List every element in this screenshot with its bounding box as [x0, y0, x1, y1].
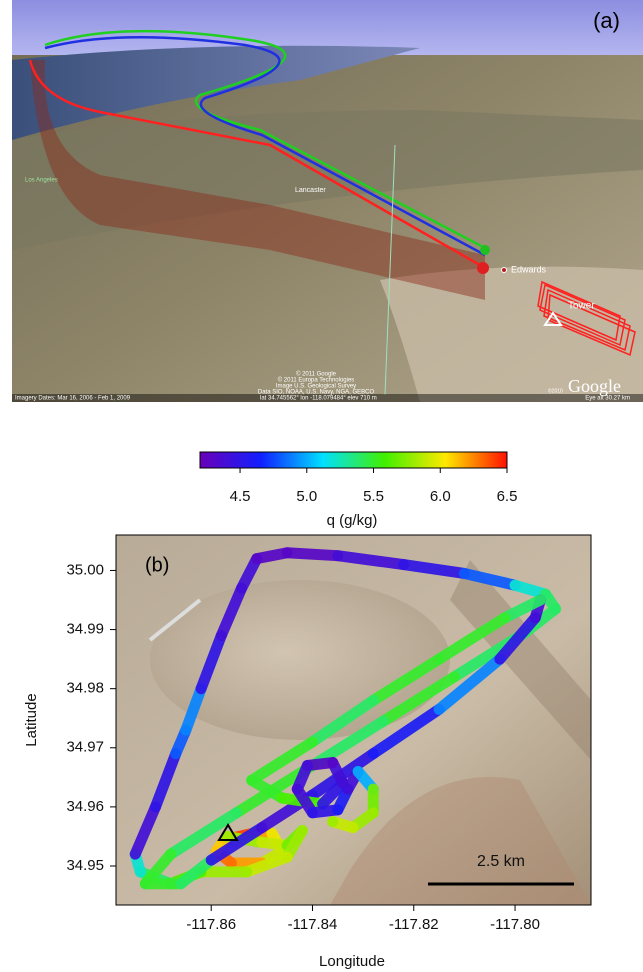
colorbar: [200, 452, 507, 468]
colorbar-tick-label: 5.0: [296, 488, 317, 505]
panel-label: (a): [593, 8, 620, 33]
colorbar-tick-label: 4.5: [230, 488, 251, 505]
track-point: [287, 553, 338, 556]
y-tick-label: 35.00: [66, 561, 104, 578]
y-tick-label: 34.97: [66, 739, 104, 756]
y-tick-label: 34.99: [66, 621, 104, 638]
logo: Google: [568, 376, 621, 396]
credit: © 2011 Europa Technologies: [278, 377, 355, 384]
y-tick-label: 34.95: [66, 857, 104, 874]
place-label: Los Angeles: [25, 178, 58, 184]
x-axis-label: Longitude: [319, 953, 385, 970]
place-label: Lancaster: [295, 187, 326, 194]
eye-alt: Eye alt 30.27 km: [585, 396, 630, 402]
x-tick-label: -117.84: [288, 916, 338, 933]
colorbar-label: q (g/kg): [327, 512, 378, 529]
credit: © 2011 Google: [296, 371, 337, 378]
logo-year: ©2010: [548, 387, 563, 394]
colorbar-tick-label: 5.5: [363, 488, 384, 505]
y-tick-label: 34.96: [66, 798, 104, 815]
y-axis-label: Latitude: [23, 693, 40, 746]
y-tick-label: 34.98: [66, 680, 104, 697]
scale-bar-label: 2.5 km: [477, 853, 525, 870]
imagery-dates: Imagery Dates: Mar 16, 2006 - Feb 1, 200…: [15, 396, 131, 402]
position: lat 34.745562° lon -118.079484° elev 710…: [260, 396, 377, 402]
place-label: Tower: [568, 301, 595, 312]
end-marker: [480, 245, 490, 255]
end-marker: [477, 262, 489, 274]
x-tick-label: -117.86: [186, 916, 236, 933]
panel-label: (b): [145, 554, 169, 576]
colorbar-tick-label: 6.0: [430, 488, 451, 505]
panel-a: (a) Los Angeles Lancaster Edwards Tower …: [12, 0, 643, 402]
edwards-dot: [502, 268, 507, 273]
figure: (a) Los Angeles Lancaster Edwards Tower …: [0, 0, 643, 972]
x-tick-label: -117.80: [490, 916, 540, 933]
colorbar-tick-label: 6.5: [497, 488, 518, 505]
place-label: Edwards: [511, 264, 547, 274]
x-tick-label: -117.82: [389, 916, 439, 933]
